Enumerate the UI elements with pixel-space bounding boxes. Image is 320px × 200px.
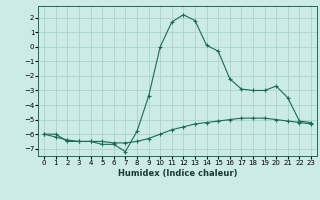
X-axis label: Humidex (Indice chaleur): Humidex (Indice chaleur) [118,169,237,178]
